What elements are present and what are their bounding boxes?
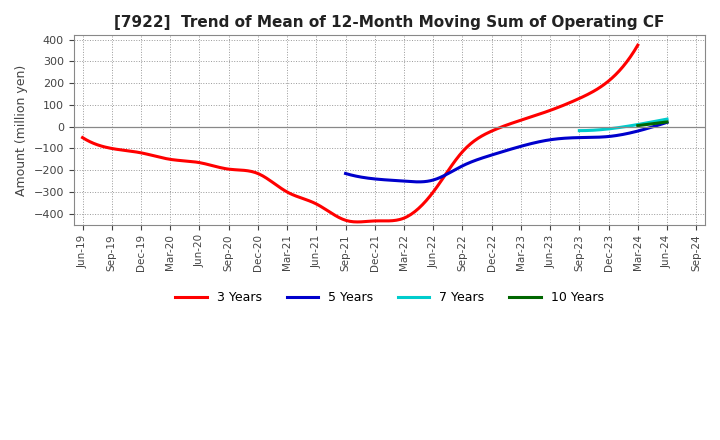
Legend: 3 Years, 5 Years, 7 Years, 10 Years: 3 Years, 5 Years, 7 Years, 10 Years [170,286,608,309]
Title: [7922]  Trend of Mean of 12-Month Moving Sum of Operating CF: [7922] Trend of Mean of 12-Month Moving … [114,15,665,30]
Y-axis label: Amount (million yen): Amount (million yen) [15,64,28,196]
